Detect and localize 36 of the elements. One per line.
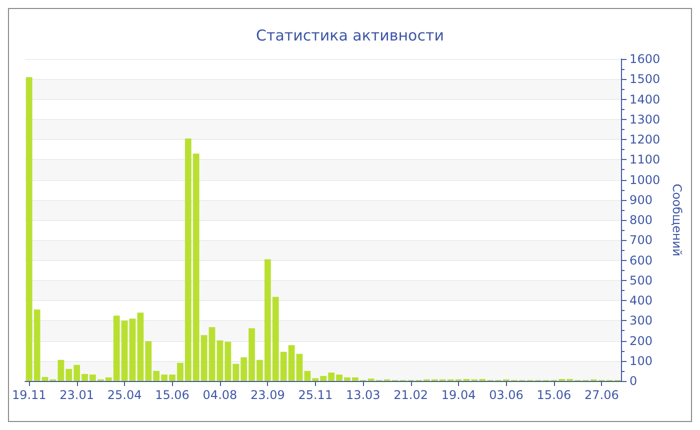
bar — [42, 376, 48, 381]
x-tick-label: 23.01 — [60, 388, 94, 402]
x-tick-label: 25.04 — [107, 388, 142, 402]
y-tick-label: 700 — [630, 233, 652, 248]
x-tick-label: 13.03 — [346, 388, 380, 402]
x-tick-label: 03.06 — [489, 388, 524, 402]
bar — [208, 327, 216, 381]
y-tick-label: 1300 — [630, 112, 660, 126]
x-tick-label: 19.11 — [12, 388, 46, 402]
x-tick-label: 23.09 — [250, 388, 285, 402]
y-tick-label: 600 — [630, 253, 652, 268]
x-tick-label: 15.06 — [536, 388, 572, 402]
y-tick-label: 1100 — [630, 152, 660, 167]
x-tick-label: 04.08 — [202, 388, 238, 402]
y-tick-label: 800 — [630, 213, 652, 227]
bar — [129, 318, 136, 381]
x-tick-label: 27.06 — [584, 388, 619, 402]
x-tick-label: 19.04 — [441, 388, 476, 402]
x-tick-label: 15.06 — [155, 388, 190, 402]
y-tick-label: 900 — [630, 192, 652, 207]
y-tick-label: 1600 — [630, 52, 660, 66]
y-tick-label: 0 — [630, 374, 638, 388]
x-tick-label: 21.02 — [394, 388, 428, 402]
x-tick-label: 25.11 — [298, 388, 333, 402]
chart-title: Статистика активности — [256, 26, 444, 44]
y-tick-label: 1400 — [630, 92, 660, 106]
y-tick-label: 1000 — [630, 172, 660, 187]
y-tick-label: 1200 — [630, 132, 660, 146]
y-tick-label: 100 — [630, 354, 652, 368]
y-tick-label: 500 — [630, 273, 652, 288]
y-tick-label: 1500 — [630, 72, 660, 86]
y-tick-label: 300 — [630, 314, 652, 328]
y-tick-label: 400 — [630, 294, 652, 308]
y-tick-label: 200 — [630, 334, 652, 348]
bar — [296, 354, 303, 381]
y-axis-title: Сообщений — [670, 184, 684, 256]
